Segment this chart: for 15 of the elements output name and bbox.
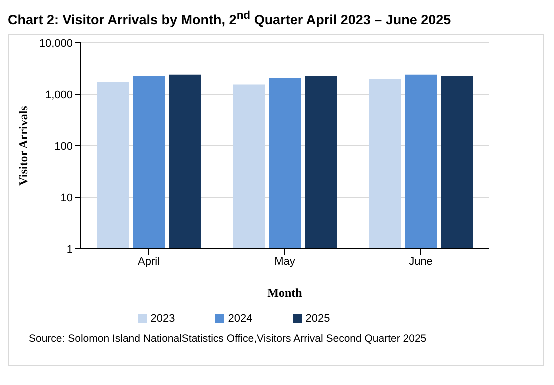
x-axis-title: Month [268, 286, 303, 300]
legend-label: 2024 [228, 312, 253, 324]
y-tick-label: 10 [60, 192, 73, 204]
chart-title: Chart 2: Visitor Arrivals by Month, 2$^{nd}$ Quarter April 2023 – June 2025 [8, 9, 452, 30]
y-tick-label: 100 [54, 140, 73, 152]
x-tick-label: May [274, 255, 296, 268]
y-axis-title: Visitor Arrivals [16, 105, 30, 186]
legend-label: 2023 [150, 312, 176, 324]
y-tick-label: 10,000 [39, 37, 73, 50]
x-tick-label: April [138, 255, 160, 268]
x-tick-label: June [409, 255, 433, 268]
source-note: Source: Solomon Island NationalStatistics Office,Visitors Arrival Second Quarter 2025 [29, 332, 428, 344]
legend-label: 2025 [306, 312, 330, 324]
y-tick-label: 1 [66, 243, 73, 256]
y-tick-label: 1,000 [45, 88, 73, 101]
